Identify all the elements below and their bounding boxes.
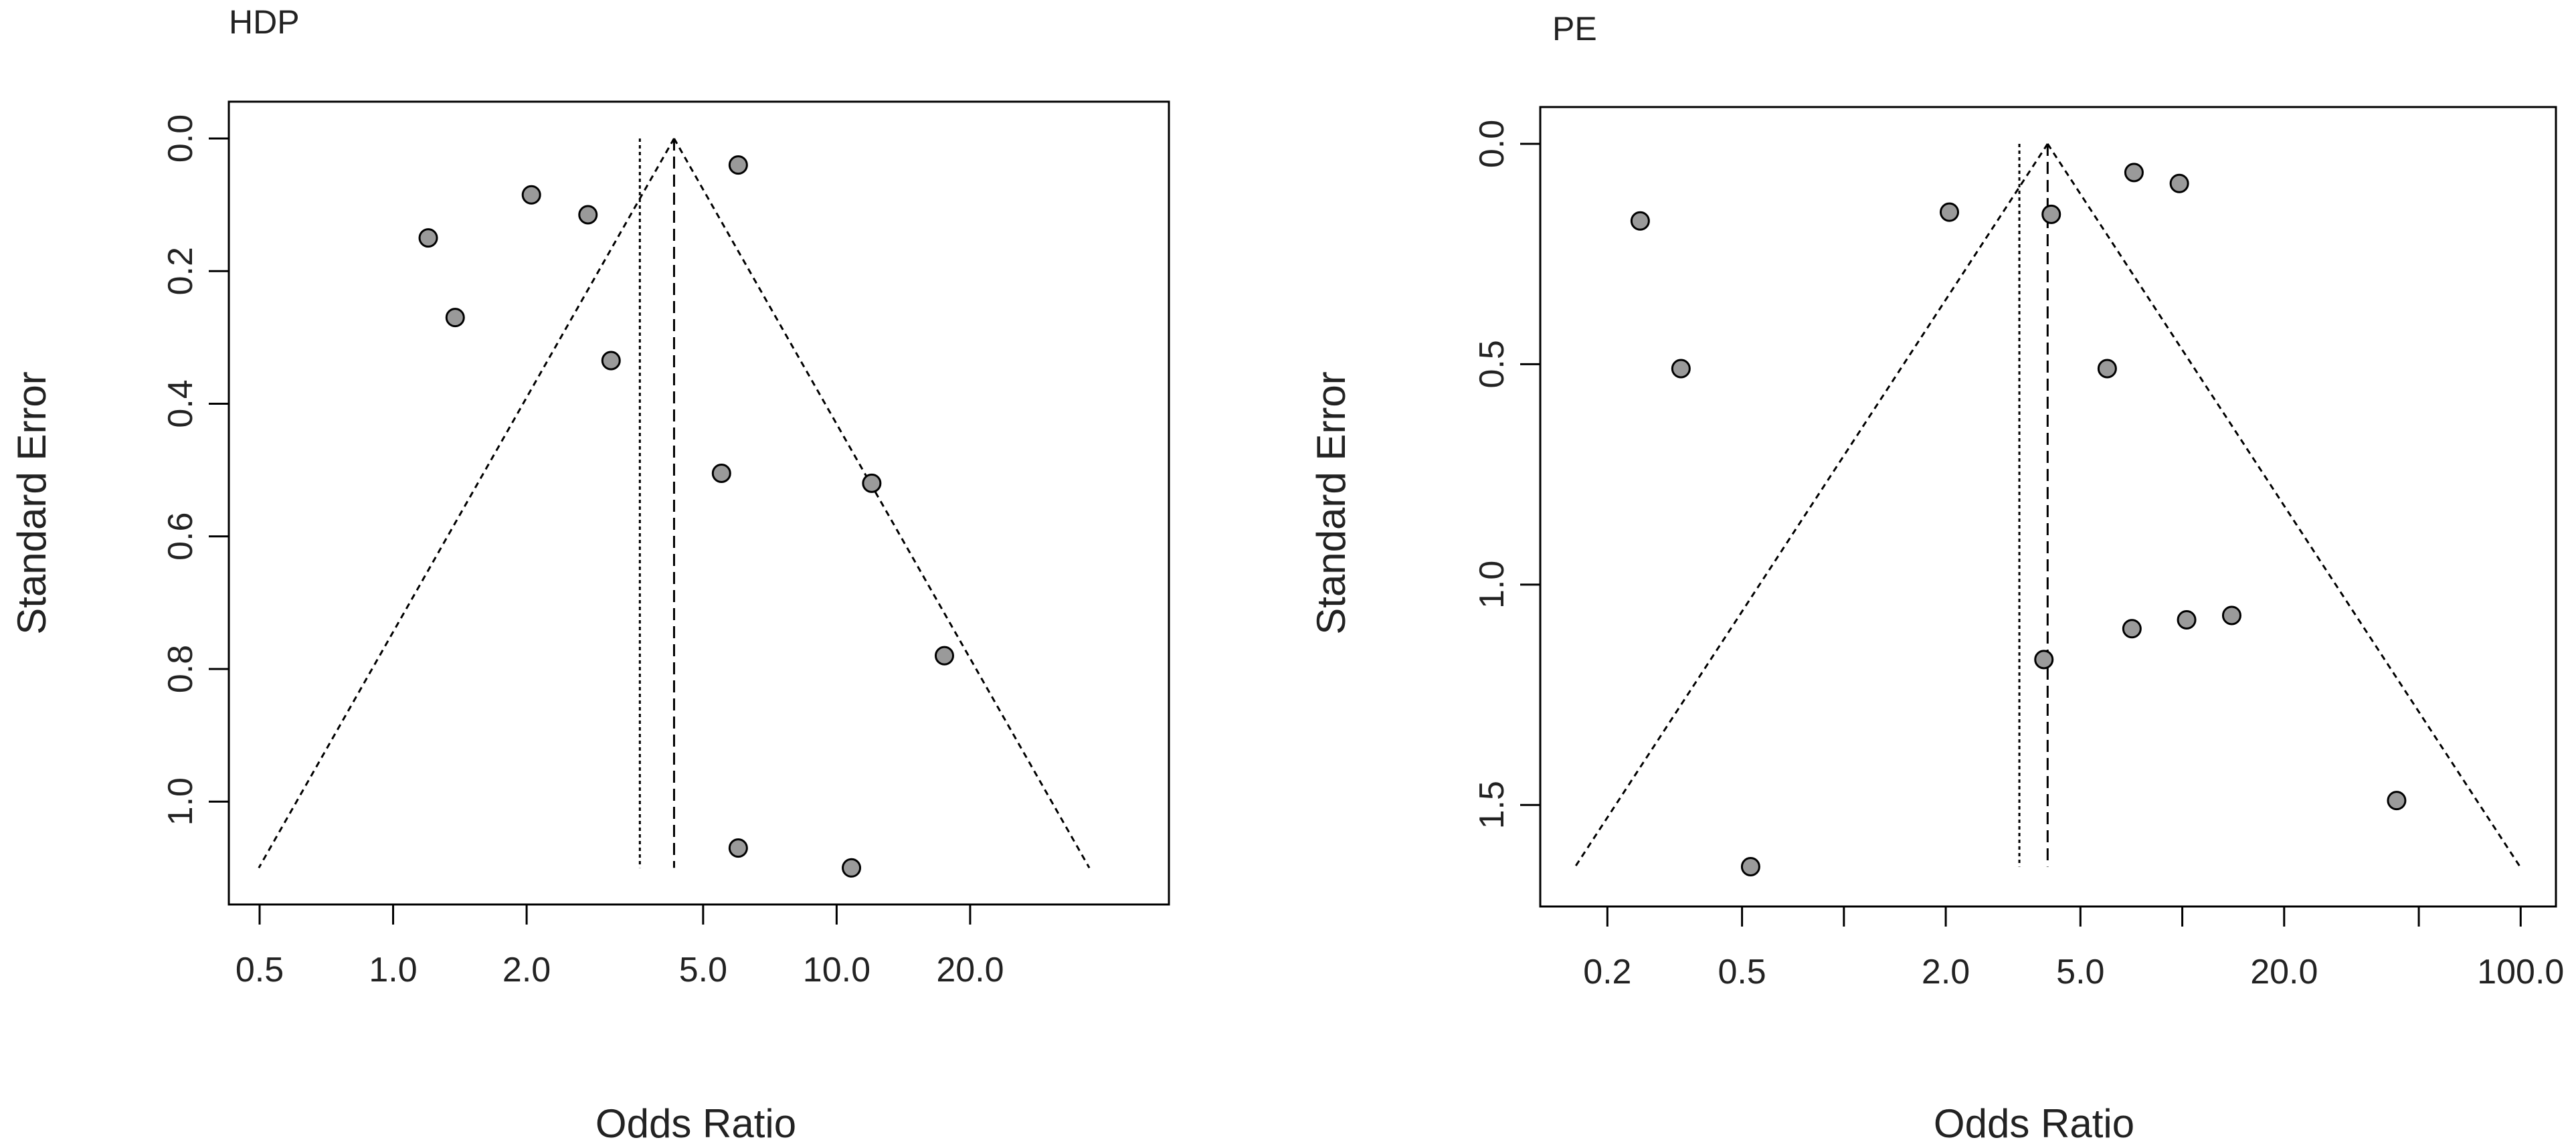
hdp-panel-title: HDP (229, 3, 300, 41)
hdp-study-point (862, 473, 882, 493)
hdp-funnel-lines (258, 138, 1091, 869)
pe-x-axis-title: Odds Ratio (1934, 1101, 2134, 1146)
hdp-study-point (578, 205, 598, 225)
hdp-plot-frame (227, 100, 1170, 906)
pe-study-point (1671, 359, 1691, 379)
hdp-funnel-left-line (258, 138, 675, 869)
pe-x-tick-label: 5.0 (2056, 953, 2104, 991)
pe-funnel-plot: PE Standard Error Odds Ratio 0.2 0.5 2.0 5.… (1309, 10, 2564, 1146)
pe-study-point (2387, 791, 2407, 811)
pe-study-point (2177, 610, 2197, 630)
pe-study-point (2041, 204, 2061, 224)
pe-y-tick-label: 1.0 (1473, 561, 1511, 609)
hdp-study-point (728, 155, 748, 175)
pe-x-tick-label: 0.5 (1718, 953, 1766, 991)
pe-x-tick-label: 100.0 (2477, 953, 2564, 991)
hdp-funnel-right-line (673, 138, 1091, 869)
pe-study-point (2221, 605, 2241, 626)
pe-funnel-right-line (2047, 143, 2521, 868)
pe-study-point (2122, 619, 2142, 639)
pe-x-tick-label: 2.0 (1922, 953, 1970, 991)
hdp-x-tick-label: 10.0 (803, 951, 870, 989)
hdp-x-axis-title: Odds Ratio (595, 1101, 796, 1146)
hdp-y-tick-label: 0.0 (161, 114, 200, 163)
pe-y-axis-title: Standard Error (1309, 371, 1354, 635)
hdp-x-tick-label: 1.0 (369, 951, 417, 989)
pe-study-point (1630, 211, 1650, 231)
hdp-x-tick-label: 20.0 (936, 951, 1004, 989)
pe-funnel-left-line (1574, 143, 2049, 868)
pe-x-tick-label: 20.0 (2250, 953, 2318, 991)
hdp-y-ticks: 0.0 0.2 0.4 0.6 0.8 1.0 (161, 114, 229, 826)
pe-y-ticks: 0.0 0.5 1.0 1.5 (1473, 120, 1540, 829)
pe-study-point (2124, 163, 2144, 183)
hdp-y-tick-label: 0.6 (161, 512, 200, 561)
hdp-study-point (711, 464, 731, 484)
hdp-study-point (418, 228, 438, 248)
pe-y-tick-label: 0.5 (1473, 340, 1511, 388)
hdp-study-point (601, 351, 621, 371)
hdp-study-point (934, 646, 954, 666)
pe-study-point (2034, 650, 2054, 670)
hdp-study-point (728, 838, 748, 858)
pe-study-point (2097, 359, 2117, 379)
hdp-x-tick-label: 2.0 (502, 951, 551, 989)
pe-y-tick-label: 1.5 (1473, 781, 1511, 829)
pe-panel-title: PE (1552, 10, 1597, 47)
hdp-data-points (418, 155, 954, 878)
pe-data-points (1630, 163, 2407, 876)
pe-y-tick-label: 0.0 (1473, 120, 1511, 168)
hdp-x-tick-label: 0.5 (236, 951, 284, 989)
pe-funnel-lines (1574, 143, 2521, 868)
hdp-x-ticks: 0.5 1.0 2.0 5.0 10.0 20.0 (236, 904, 1004, 989)
hdp-study-point (842, 858, 862, 878)
hdp-y-tick-label: 0.4 (161, 379, 200, 427)
hdp-study-point (445, 308, 465, 328)
pe-plot-frame (1539, 106, 2557, 908)
hdp-y-axis-title: Standard Error (9, 371, 54, 635)
hdp-study-point (521, 185, 541, 205)
hdp-y-tick-label: 1.0 (161, 777, 200, 826)
pe-study-point (1740, 856, 1760, 876)
hdp-y-tick-label: 0.2 (161, 247, 200, 295)
pe-study-point (1939, 202, 1959, 222)
hdp-y-tick-label: 0.8 (161, 645, 200, 693)
pe-study-point (2169, 173, 2189, 193)
hdp-x-tick-label: 5.0 (679, 951, 727, 989)
hdp-funnel-plot: HDP Standard Error Odds Ratio 0.5 1.0 2.0 5… (9, 3, 1170, 1146)
pe-x-ticks: 0.2 0.5 2.0 5.0 20.0 100.0 (1583, 906, 2564, 991)
pe-x-tick-label: 0.2 (1583, 953, 1631, 991)
